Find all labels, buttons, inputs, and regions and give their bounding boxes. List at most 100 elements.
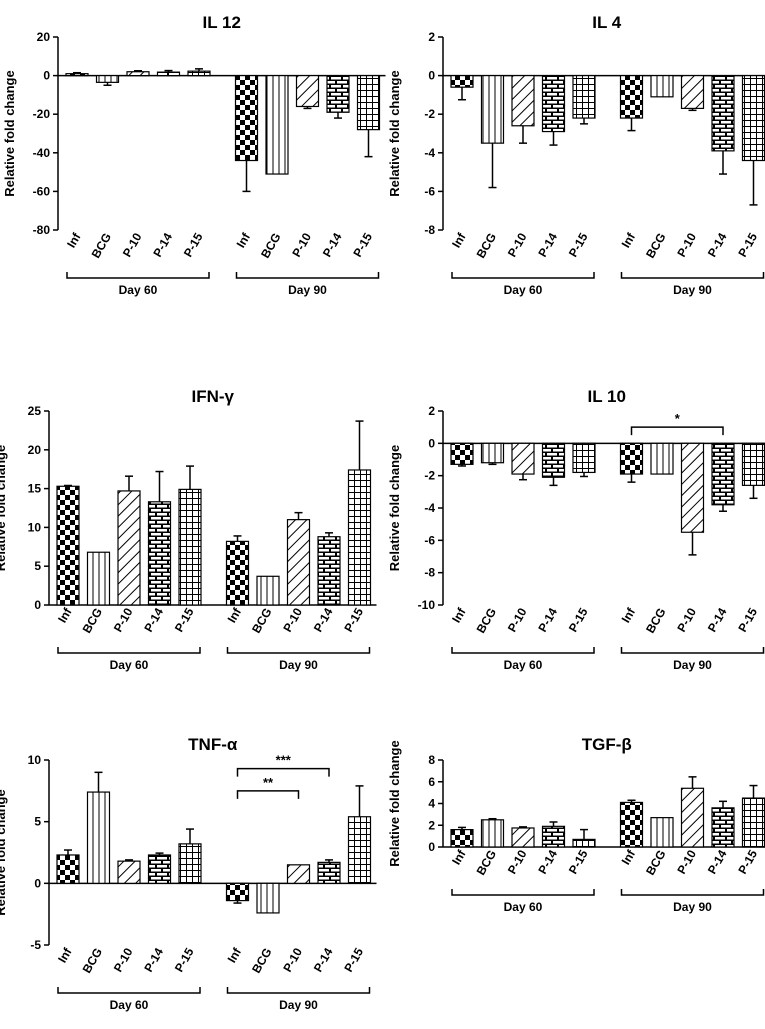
group-label: Day 90	[288, 283, 327, 297]
x-tick-label: Inf	[225, 945, 245, 966]
significance-bracket	[630, 426, 724, 436]
group-bracket	[451, 272, 595, 279]
y-tick-label: -6	[424, 533, 435, 547]
group-bracket	[451, 647, 595, 654]
x-tick-label: P-14	[535, 605, 560, 634]
group-bracket	[226, 987, 371, 994]
bar-inf-day60	[450, 442, 474, 465]
bar-bcg-day60	[86, 551, 111, 606]
bar-inf-day90	[619, 801, 644, 848]
x-tick-label: P-15	[735, 605, 760, 634]
bar-inf-day90	[234, 74, 259, 162]
panel-title: IFN-γ	[192, 387, 235, 406]
x-tick-label: BCG	[474, 848, 499, 878]
x-tick-label: BCG	[643, 231, 668, 261]
x-tick-label: P-15	[172, 605, 197, 634]
y-tick-label: 20	[37, 30, 51, 44]
bar-p-14-day90	[711, 74, 735, 152]
x-tick-label: P-10	[674, 605, 699, 634]
y-tick-label: 15	[28, 482, 42, 496]
panel-title: IL 4	[592, 13, 622, 32]
y-tick-label: -4	[424, 146, 435, 160]
panel-title: IL 10	[588, 387, 626, 406]
x-tick-label: BCG	[643, 606, 668, 636]
group-label: Day 60	[119, 283, 158, 297]
bar-p-14-day90	[711, 807, 735, 848]
y-tick-label: 5	[34, 559, 41, 573]
group-bracket	[620, 647, 765, 654]
y-tick-label: 0	[428, 840, 435, 854]
x-tick-label: BCG	[258, 231, 283, 261]
bar-inf-day60	[450, 828, 474, 848]
group-bracket	[57, 987, 201, 994]
bar-p-10-day90	[680, 442, 705, 533]
bar-p-15-day90	[356, 74, 381, 131]
x-tick-label: P-14	[535, 230, 560, 259]
bar-bcg-day60	[95, 74, 120, 83]
bar-p-15-day90	[347, 816, 372, 884]
group-bracket	[66, 272, 210, 279]
y-tick-label: 10	[28, 520, 42, 534]
bar-p-10-day90	[680, 787, 705, 848]
bar-p-14-day60	[147, 501, 172, 606]
y-tick-label: 5	[34, 815, 41, 829]
y-tick-label: -10	[418, 598, 436, 612]
panel-title: TNF-α	[188, 735, 238, 754]
group-label: Day 60	[504, 658, 543, 672]
y-tick-label: 0	[34, 598, 41, 612]
y-tick-label: 8	[428, 753, 435, 767]
y-tick-label: -20	[33, 107, 51, 121]
significance-bracket	[236, 767, 330, 777]
bar-p-10-day60	[117, 490, 141, 606]
y-tick-label: -2	[424, 469, 435, 483]
group-label: Day 90	[673, 283, 712, 297]
x-tick-label: Inf	[55, 605, 75, 626]
x-tick-label: BCG	[80, 946, 105, 976]
x-tick-label: Inf	[619, 605, 639, 626]
x-tick-label: Inf	[619, 847, 639, 868]
bar-inf-day60	[56, 854, 80, 884]
y-tick-label: -8	[424, 223, 435, 237]
y-tick-label: 2	[428, 30, 435, 44]
significance-label: ***	[276, 753, 292, 768]
y-tick-label: 0	[428, 69, 435, 83]
bar-p-10-day60	[511, 74, 535, 127]
x-tick-label: P-14	[705, 847, 730, 876]
bar-p-15-day60	[572, 74, 596, 119]
x-tick-label: P-14	[150, 230, 175, 259]
x-tick-label: BCG	[474, 231, 499, 261]
bar-bcg-day60	[480, 819, 505, 848]
y-axis-label: Relative fold change	[0, 789, 8, 915]
x-tick-label: Inf	[449, 847, 469, 868]
bar-inf-day90	[225, 882, 250, 902]
significance-label: *	[675, 411, 681, 426]
y-tick-label: -4	[424, 501, 435, 515]
y-tick-label: -5	[30, 938, 41, 952]
group-bracket	[57, 647, 201, 654]
x-tick-label: P-15	[341, 605, 366, 634]
x-tick-label: P-10	[280, 945, 305, 974]
bar-p-14-day90	[317, 536, 341, 606]
group-bracket	[451, 889, 595, 896]
group-label: Day 90	[279, 658, 318, 672]
x-tick-label: P-14	[320, 230, 345, 259]
group-bracket	[226, 647, 371, 654]
y-tick-label: 20	[28, 443, 42, 457]
y-tick-label: 0	[428, 436, 435, 450]
x-tick-label: Inf	[449, 605, 469, 626]
x-tick-label: P-10	[505, 230, 530, 259]
bar-inf-day60	[56, 485, 80, 606]
x-tick-label: Inf	[225, 605, 245, 626]
x-tick-label: P-15	[181, 230, 206, 259]
bar-p-10-day60	[117, 860, 141, 884]
bar-bcg-day90	[256, 882, 280, 914]
y-tick-label: 4	[428, 797, 435, 811]
x-tick-label: P-15	[566, 847, 591, 876]
group-bracket	[235, 272, 380, 279]
y-axis-label: Relative fold change	[0, 445, 8, 571]
x-tick-label: P-10	[111, 945, 136, 974]
x-tick-label: P-10	[674, 230, 699, 259]
